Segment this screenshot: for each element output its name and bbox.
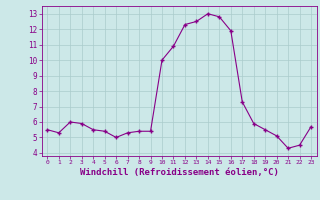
X-axis label: Windchill (Refroidissement éolien,°C): Windchill (Refroidissement éolien,°C) <box>80 168 279 177</box>
